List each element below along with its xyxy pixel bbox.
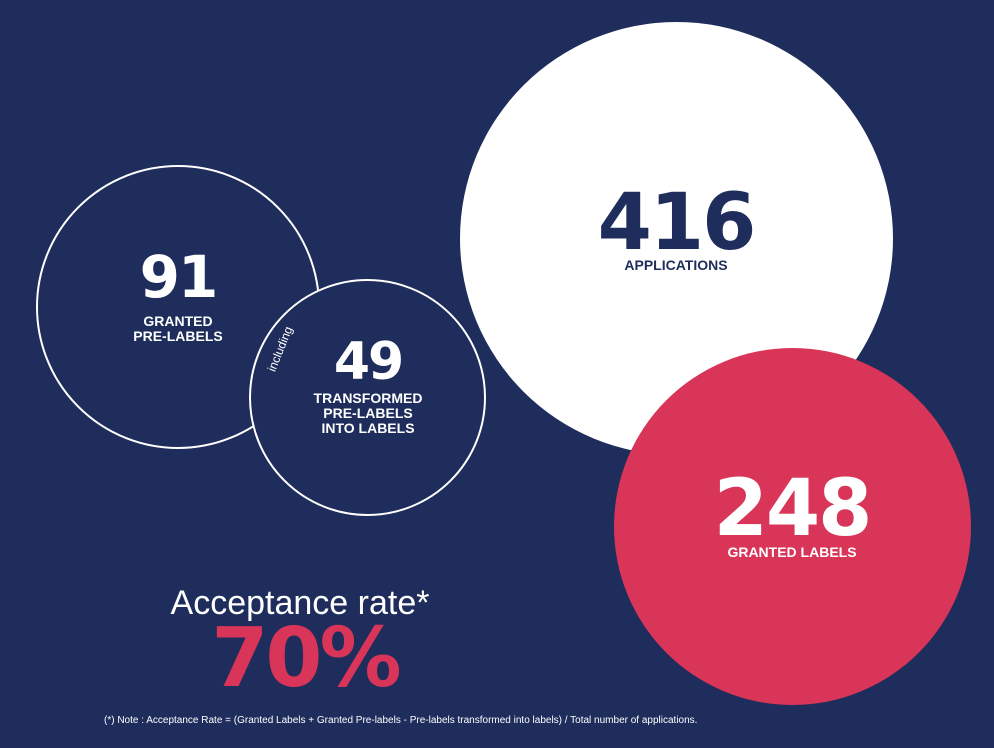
footnote: (*) Note : Acceptance Rate = (Granted La… <box>104 715 698 726</box>
applications-value: 416 <box>597 178 757 268</box>
acceptance-rate-value: 70% <box>211 611 401 706</box>
granted-prelabels-value: 91 <box>139 243 219 311</box>
transformed-label-line3: INTO LABELS <box>321 420 415 437</box>
transformed-prelabels-value: 49 <box>333 332 404 392</box>
granted-labels-value: 248 <box>713 464 873 554</box>
granted-prelabels-label-line1: GRANTED <box>143 313 213 329</box>
granted-prelabels-label: GRANTED PRE-LABELS <box>100 313 256 345</box>
granted-prelabels-label-line2: PRE-LABELS <box>133 328 223 345</box>
transformed-prelabels-circle <box>249 279 486 516</box>
granted-labels-label: GRANTED LABELS <box>727 544 857 560</box>
transformed-label-line1: TRANSFORMED <box>313 390 423 406</box>
acceptance-rate-title: Acceptance rate* <box>170 584 430 622</box>
applications-label: APPLICATIONS <box>624 257 728 273</box>
granted-labels-circle <box>614 348 971 705</box>
transformed-label-line2: PRE-LABELS <box>323 405 413 422</box>
transformed-prelabels-label: TRANSFORMED PRE-LABELS INTO LABELS <box>292 390 444 437</box>
